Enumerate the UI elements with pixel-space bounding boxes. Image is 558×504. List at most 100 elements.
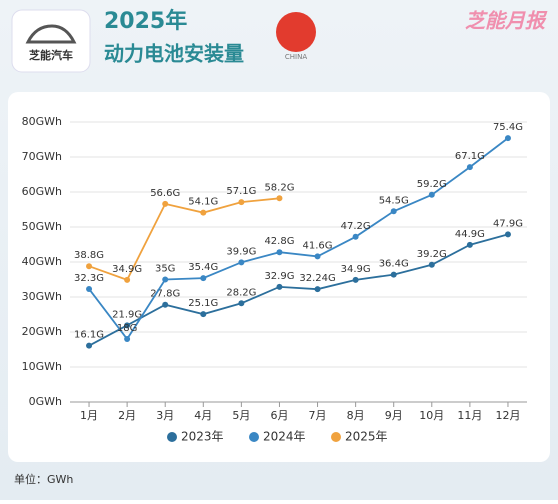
unit-label: 单位：GWh xyxy=(14,472,73,486)
data-point xyxy=(504,135,511,142)
data-label: 75.4G xyxy=(493,122,523,133)
data-point xyxy=(276,283,283,290)
data-label: 41.6G xyxy=(303,240,333,251)
y-tick-label: 20GWh xyxy=(22,325,62,338)
data-label: 18G xyxy=(117,323,137,334)
data-label: 44.9G xyxy=(455,229,485,240)
legend-label: 2025年 xyxy=(345,430,388,444)
data-point xyxy=(124,322,131,329)
y-tick-label: 40GWh xyxy=(22,255,62,268)
chart-subtitle: 动力电池安装量 xyxy=(104,42,244,66)
legend-marker xyxy=(249,432,259,442)
data-label: 35G xyxy=(155,264,175,275)
data-point xyxy=(162,301,169,308)
y-tick-label: 50GWh xyxy=(22,220,62,233)
y-tick-label: 0GWh xyxy=(29,395,62,408)
data-point xyxy=(162,200,169,207)
data-label: 47.9G xyxy=(493,218,523,229)
data-point xyxy=(86,285,93,292)
flag-icon xyxy=(276,12,316,52)
data-point xyxy=(428,191,435,198)
legend-label: 2024年 xyxy=(263,430,306,444)
data-label: 34.9G xyxy=(112,264,142,275)
data-label: 36.4G xyxy=(379,259,409,270)
data-label: 54.1G xyxy=(188,197,218,208)
flag-label: CHINA xyxy=(285,53,307,61)
data-point xyxy=(238,199,245,206)
data-label: 34.9G xyxy=(341,264,371,275)
data-label: 32.24G xyxy=(299,273,335,284)
x-tick-label: 12月 xyxy=(495,409,520,422)
logo-icon xyxy=(25,24,77,44)
brand: 芝能月报 xyxy=(465,9,548,33)
data-point xyxy=(86,342,93,349)
x-tick-label: 3月 xyxy=(156,409,174,422)
x-tick-label: 2月 xyxy=(118,409,136,422)
data-point xyxy=(162,276,169,283)
data-label: 56.6G xyxy=(150,188,180,199)
data-label: 27.8G xyxy=(150,289,180,300)
x-tick-label: 8月 xyxy=(347,409,365,422)
y-tick-label: 60GWh xyxy=(22,185,62,198)
data-label: 57.1G xyxy=(226,186,256,197)
data-point xyxy=(314,253,321,260)
data-label: 25.1G xyxy=(188,298,218,309)
data-point xyxy=(276,249,283,256)
data-point xyxy=(466,164,473,171)
plot-card xyxy=(8,92,550,462)
y-tick-label: 80GWh xyxy=(22,115,62,128)
chart-title: 2025年 xyxy=(104,8,187,34)
x-tick-label: 11月 xyxy=(457,409,482,422)
data-label: 47.2G xyxy=(341,221,371,232)
data-point xyxy=(124,276,131,283)
legend-marker xyxy=(331,432,341,442)
series-line xyxy=(88,137,509,341)
data-point xyxy=(200,311,207,318)
data-point xyxy=(428,261,435,268)
data-point xyxy=(466,241,473,248)
data-label: 35.4G xyxy=(188,262,218,273)
data-label: 16.1G xyxy=(74,330,104,341)
data-point xyxy=(124,336,131,342)
data-point xyxy=(504,231,511,238)
data-label: 39.2G xyxy=(417,249,447,260)
data-label: 54.5G xyxy=(379,195,409,206)
data-point xyxy=(238,259,245,266)
legend-label: 2023年 xyxy=(181,430,224,444)
x-tick-label: 1月 xyxy=(80,409,98,422)
x-tick-label: 4月 xyxy=(194,409,212,422)
legend-marker xyxy=(167,432,177,442)
data-point xyxy=(86,263,93,270)
data-label: 38.8G xyxy=(74,250,104,261)
logo-text: 芝能汽车 xyxy=(29,48,73,62)
data-point xyxy=(200,209,207,216)
series-line xyxy=(88,233,509,347)
x-tick-label: 7月 xyxy=(309,409,327,422)
data-point xyxy=(390,208,397,215)
data-point xyxy=(352,276,359,283)
x-tick-label: 10月 xyxy=(419,409,444,422)
data-point xyxy=(352,233,359,240)
data-point xyxy=(314,286,321,293)
data-point xyxy=(238,300,245,307)
data-label: 67.1G xyxy=(455,151,485,162)
x-tick-label: 5月 xyxy=(232,409,250,422)
data-label: 39.9G xyxy=(226,246,256,257)
data-label: 58.2G xyxy=(264,182,294,193)
x-tick-label: 9月 xyxy=(385,409,403,422)
data-label: 59.2G xyxy=(417,179,447,190)
data-label: 42.8G xyxy=(264,236,294,247)
series-line xyxy=(88,197,280,281)
y-tick-label: 70GWh xyxy=(22,150,62,163)
y-tick-label: 30GWh xyxy=(22,290,62,303)
x-tick-label: 6月 xyxy=(270,409,288,422)
data-label: 32.3G xyxy=(74,273,104,284)
y-tick-label: 10GWh xyxy=(22,360,62,373)
data-point xyxy=(390,271,397,278)
data-label: 21.9G xyxy=(112,309,142,320)
data-label: 32.9G xyxy=(264,271,294,282)
data-point xyxy=(200,275,207,282)
data-point xyxy=(276,195,283,202)
data-label: 28.2G xyxy=(226,287,256,298)
